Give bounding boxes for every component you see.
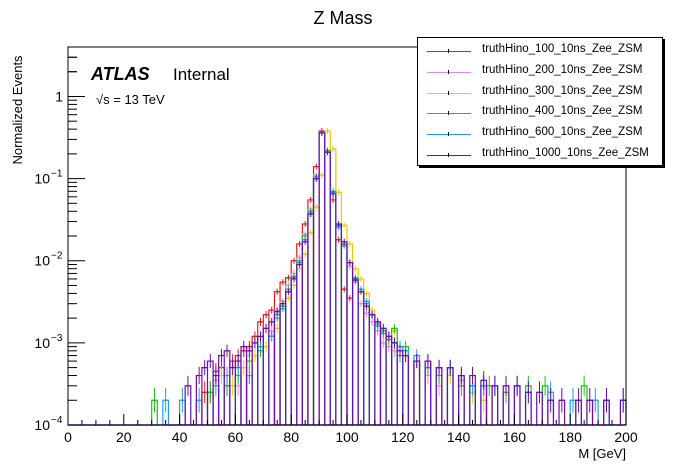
energy-label: √s = 13 TeV: [96, 92, 165, 107]
y-tick-exponent: −3: [51, 333, 63, 344]
y-tick-exponent: −4: [51, 415, 63, 426]
legend-label: truthHino_100_10ns_Zee_ZSM: [482, 43, 643, 55]
histogram-outline: [184, 132, 627, 425]
legend-swatch: [427, 92, 471, 94]
x-axis-label: M [GeV]: [578, 446, 626, 461]
series-truthHino_1000_10ns_Zee_ZSM: [184, 129, 627, 425]
internal-label: Internal: [173, 65, 230, 84]
y-tick-label: 10: [34, 171, 50, 187]
y-axis-ticks: 110−110−210−310−4: [34, 46, 85, 433]
legend-swatch: [427, 134, 471, 136]
x-tick-label: 80: [283, 429, 299, 445]
legend-label: truthHino_600_10ns_Zee_ZSM: [482, 126, 643, 139]
histogram-series-group: [68, 127, 627, 426]
legend-swatch: [427, 51, 471, 52]
legend-entry: truthHino_1000_10ns_Zee_ZSM: [418, 145, 662, 165]
histogram-outline: [212, 131, 488, 425]
legend-entry: truthHino_100_10ns_Zee_ZSM: [418, 41, 662, 61]
series-truthHino_200_10ns_Zee_ZSM: [212, 128, 488, 425]
legend-marker: [448, 132, 449, 137]
legend-label: truthHino_300_10ns_Zee_ZSM: [482, 84, 643, 97]
x-axis-ticks: 0 20 40 60 80 100 120 140 160 180 200: [64, 414, 638, 445]
x-tick-label: 120: [391, 429, 415, 445]
legend-entry: truthHino_200_10ns_Zee_ZSM: [418, 62, 662, 82]
legend-swatch: [427, 71, 471, 73]
legend-marker: [448, 111, 449, 116]
y-tick-label: 10: [34, 417, 50, 433]
y-tick-label: 10: [34, 335, 50, 351]
x-tick-label: 0: [64, 429, 72, 445]
x-tick-label: 180: [559, 429, 583, 445]
x-tick-label: 100: [335, 429, 359, 445]
x-tick-label: 140: [447, 429, 471, 445]
legend-marker: [448, 69, 449, 74]
legend-marker: [448, 90, 449, 95]
y-axis-label: Normalized Events: [10, 55, 25, 165]
legend-marker: [448, 153, 449, 157]
x-tick-label: 60: [228, 429, 244, 445]
y-tick-exponent: −2: [51, 251, 63, 262]
legend-entry: truthHino_400_10ns_Zee_ZSM: [418, 103, 662, 123]
y-tick-label: 10: [34, 253, 50, 269]
legend-label: truthHino_1000_10ns_Zee_ZSM: [482, 147, 649, 159]
legend-entry: truthHino_600_10ns_Zee_ZSM: [418, 124, 662, 144]
legend: truthHino_100_10ns_Zee_ZSM truthHino_200_…: [417, 37, 663, 166]
x-tick-label: 160: [503, 429, 527, 445]
legend-entry: truthHino_300_10ns_Zee_ZSM: [418, 83, 662, 103]
legend-swatch: [427, 113, 471, 115]
x-tick-label: 40: [172, 429, 188, 445]
x-tick-label: 200: [614, 429, 638, 445]
chart-title: Z Mass: [313, 8, 372, 28]
legend-label: truthHino_400_10ns_Zee_ZSM: [482, 105, 643, 118]
x-tick-label: 20: [116, 429, 132, 445]
y-tick-label: 1: [55, 88, 63, 104]
legend-swatch: [427, 155, 471, 156]
y-tick-exponent: −1: [51, 169, 63, 180]
legend-marker: [448, 49, 449, 53]
legend-label: truthHino_200_10ns_Zee_ZSM: [482, 63, 643, 76]
atlas-label: ATLAS: [90, 64, 150, 84]
